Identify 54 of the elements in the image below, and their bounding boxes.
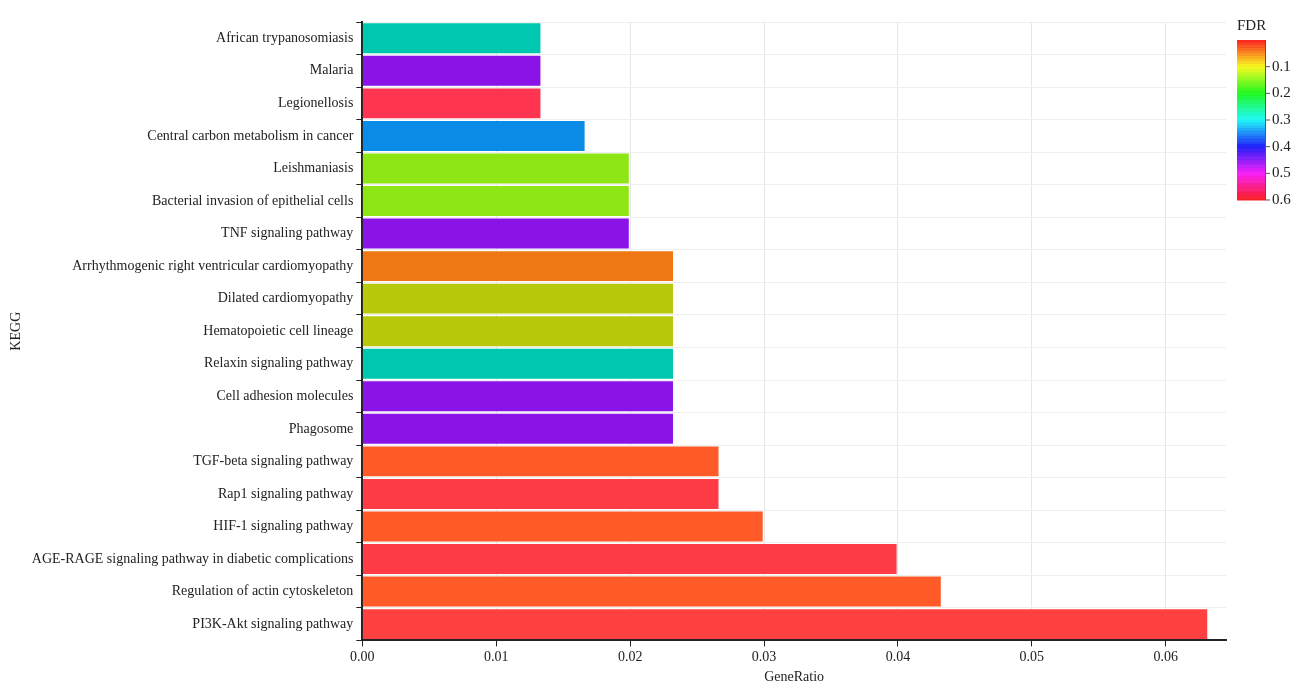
bar	[362, 413, 673, 444]
x-tick-label: 0.01	[483, 649, 509, 665]
color-bar-label: 0.4	[1272, 137, 1292, 154]
color-bar-label: 0.6	[1272, 190, 1292, 207]
x-tick-label: 0.00	[350, 649, 375, 665]
color-bar-label: 0.2	[1272, 84, 1291, 101]
y-tick-label: PI3K-Akt signaling pathway	[192, 615, 354, 631]
bar	[362, 283, 673, 314]
y-tick-label: Malaria	[309, 62, 355, 78]
y-tick-label: Relaxin signaling pathway	[204, 355, 354, 371]
y-tick-label: Leishmaniasis	[273, 160, 354, 176]
bar	[362, 186, 629, 216]
y-tick-label: Central carbon metabolism in cancer	[147, 127, 354, 143]
color-bar-label: 0.1	[1272, 57, 1291, 74]
bar	[362, 609, 1208, 640]
x-tick-label: 0.04	[885, 649, 911, 665]
bar	[362, 446, 719, 477]
bar	[362, 153, 629, 184]
color-bar-label: 0.5	[1272, 164, 1291, 181]
y-tick-label: TNF signaling pathway	[221, 225, 354, 241]
color-bar-label: 0.3	[1272, 110, 1291, 127]
y-tick-label: Cell adhesion molecules	[216, 387, 354, 403]
y-tick-label: Arrhythmogenic right ventricular cardiomyopathy	[72, 257, 354, 273]
x-tick-label: 0.05	[1019, 649, 1045, 665]
bar	[362, 218, 629, 249]
bar	[362, 120, 585, 151]
x-tick-label: 0.06	[1153, 649, 1178, 665]
bar	[362, 55, 541, 86]
y-axis-title: KEGG	[8, 311, 24, 351]
bar	[362, 576, 941, 607]
y-tick-label: Regulation of actin cytoskeleton	[171, 583, 354, 599]
y-tick-label: African trypanosomiasis	[216, 29, 354, 45]
y-tick-label: Phagosome	[288, 420, 354, 436]
y-tick-label: Legionellosis	[277, 95, 354, 111]
x-tick-label: 0.03	[751, 649, 777, 665]
x-tick-label: 0.02	[617, 649, 643, 665]
bar	[362, 316, 673, 347]
y-tick-label: Rap1 signaling pathway	[218, 485, 354, 501]
bar	[362, 511, 763, 542]
bar	[362, 381, 673, 412]
y-tick-label: HIF-1 signaling pathway	[213, 518, 354, 534]
bar	[362, 478, 719, 509]
y-tick-label: Hematopoietic cell lineage	[203, 322, 354, 338]
y-tick-label: Bacterial invasion of epithelial cells	[151, 192, 354, 208]
bar	[362, 348, 673, 379]
bar	[362, 251, 673, 282]
bar	[362, 544, 897, 574]
bar	[362, 88, 541, 119]
color-bar-title: FDR	[1237, 17, 1267, 34]
x-axis-title: GeneRatio	[764, 669, 825, 685]
bar	[362, 23, 541, 54]
y-tick-label: Dilated cardiomyopathy	[217, 290, 354, 306]
y-tick-label: AGE-RAGE signaling pathway in diabetic complications	[31, 550, 354, 566]
y-tick-label: TGF-beta signaling pathway	[193, 453, 354, 469]
